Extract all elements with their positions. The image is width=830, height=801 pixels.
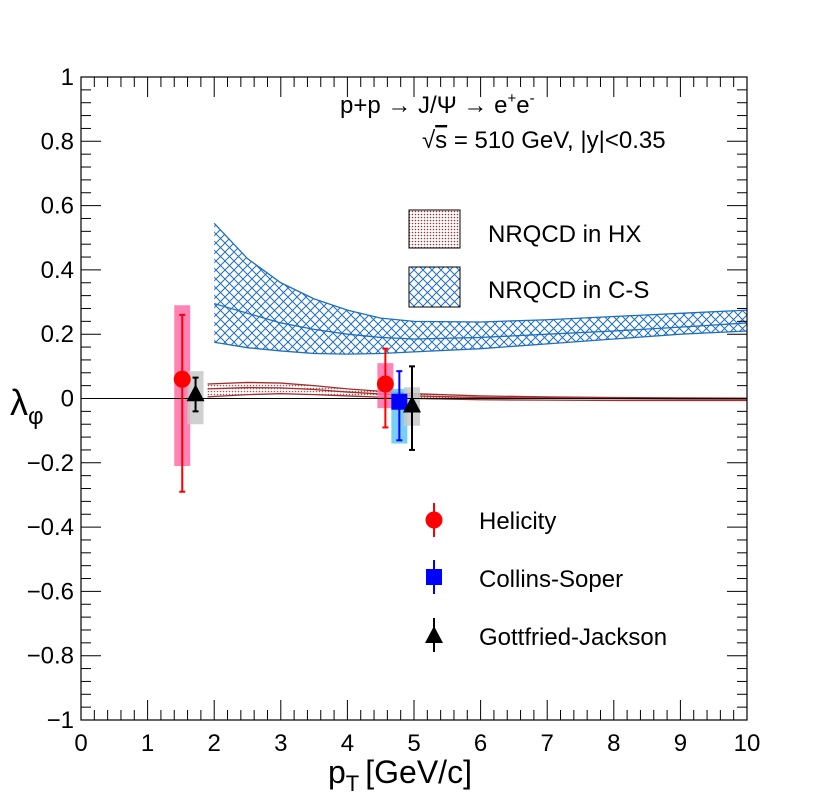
y-tick-labels: −1 −0.8 −0.6 −0.4 −0.2 0 0.2 0.4 0.6 0.8 1 (27, 64, 74, 734)
y-tick-label: 0.4 (41, 257, 74, 284)
x-axis-label-main: p (328, 754, 346, 790)
y-tick-label: −0.4 (27, 514, 74, 541)
marker-gottfried-jackson-1 (403, 395, 422, 413)
sqrt-symbol: √ (422, 127, 436, 154)
y-tick-label: 1 (61, 64, 74, 91)
x-tick-label: 8 (607, 730, 620, 757)
band-fill-nrqcd-in-c-s (214, 223, 747, 355)
band-upper-nrqcd-in-c-s (213, 222, 748, 323)
reaction-annotation: p+p → J/Ψ → e+e- (340, 90, 535, 119)
x-axis-label: pT [GeV/c] (328, 754, 472, 796)
y-tick-label: 0.6 (41, 193, 74, 220)
band-lower-nrqcd-in-c-s (214, 330, 748, 355)
reaction-text: p+p → J/Ψ → e (340, 92, 507, 119)
y-tick-label: 0.8 (41, 128, 74, 155)
reaction-sup-minus: - (530, 90, 535, 107)
band-central-nrqcd-in-c-s (214, 303, 748, 340)
x-tick-label: 5 (407, 730, 420, 757)
y-tick-label: 0.2 (41, 321, 74, 348)
y-tick-label: −0.6 (27, 578, 74, 605)
x-tick-label: 4 (341, 730, 354, 757)
x-tick-label: 9 (674, 730, 687, 757)
marker-gottfried-jackson-0 (186, 384, 205, 402)
reaction-e: e (516, 92, 529, 119)
reaction-sup-plus: + (507, 90, 516, 107)
energy-text: = 510 GeV, |y|<0.35 (447, 127, 665, 154)
marker-helicity-1 (376, 375, 394, 393)
y-tick-label: 0 (61, 386, 74, 413)
x-tick-label: 6 (474, 730, 487, 757)
theory-bands (207, 222, 748, 402)
legend-label-cs: NRQCD in C-S (488, 277, 649, 304)
x-tick-label: 2 (208, 730, 221, 757)
systematic-boxes (174, 305, 421, 467)
legend-marker-helicity (425, 511, 443, 529)
points-legend: Helicity Collins-Soper Gottfried-Jackson (425, 503, 667, 652)
sqrt-s: s (435, 127, 447, 154)
x-axis-label-sub: T (346, 771, 359, 796)
legend-label-gottfried-jackson: Gottfried-Jackson (479, 624, 667, 651)
legend-swatch-hx (408, 209, 461, 249)
marker-helicity-0 (173, 370, 191, 388)
x-axis-label-unit: [GeV/c] (365, 754, 472, 790)
x-tick-label: 7 (541, 730, 554, 757)
y-axis-label-main: λ (10, 382, 28, 423)
legend-swatch-cs (408, 266, 461, 308)
x-tick-label: 10 (734, 730, 761, 757)
band-legend: NRQCD in HX NRQCD in C-S (408, 209, 649, 308)
x-tick-label: 3 (274, 730, 287, 757)
legend-marker-gottfried-jackson (425, 626, 443, 643)
marker-collins-soper-0 (391, 393, 408, 410)
legend-label-collins-soper: Collins-Soper (479, 566, 623, 593)
x-tick-labels: 0 1 2 3 4 5 6 7 8 9 10 (74, 730, 760, 757)
data-points (173, 313, 422, 493)
y-tick-label: −0.8 (27, 643, 74, 670)
x-tick-label: 1 (141, 730, 154, 757)
x-tick-label: 0 (74, 730, 87, 757)
axis-ticks (80, 76, 748, 721)
y-axis-label: λφ (10, 382, 44, 430)
legend-marker-collins-soper (426, 569, 442, 585)
legend-label-hx: NRQCD in HX (488, 221, 641, 248)
y-tick-label: −1 (47, 707, 74, 734)
y-tick-label: −0.2 (27, 450, 74, 477)
y-axis-label-sub: φ (28, 403, 44, 430)
energy-annotation: √s = 510 GeV, |y|<0.35 (422, 127, 666, 154)
legend-label-helicity: Helicity (479, 508, 556, 535)
